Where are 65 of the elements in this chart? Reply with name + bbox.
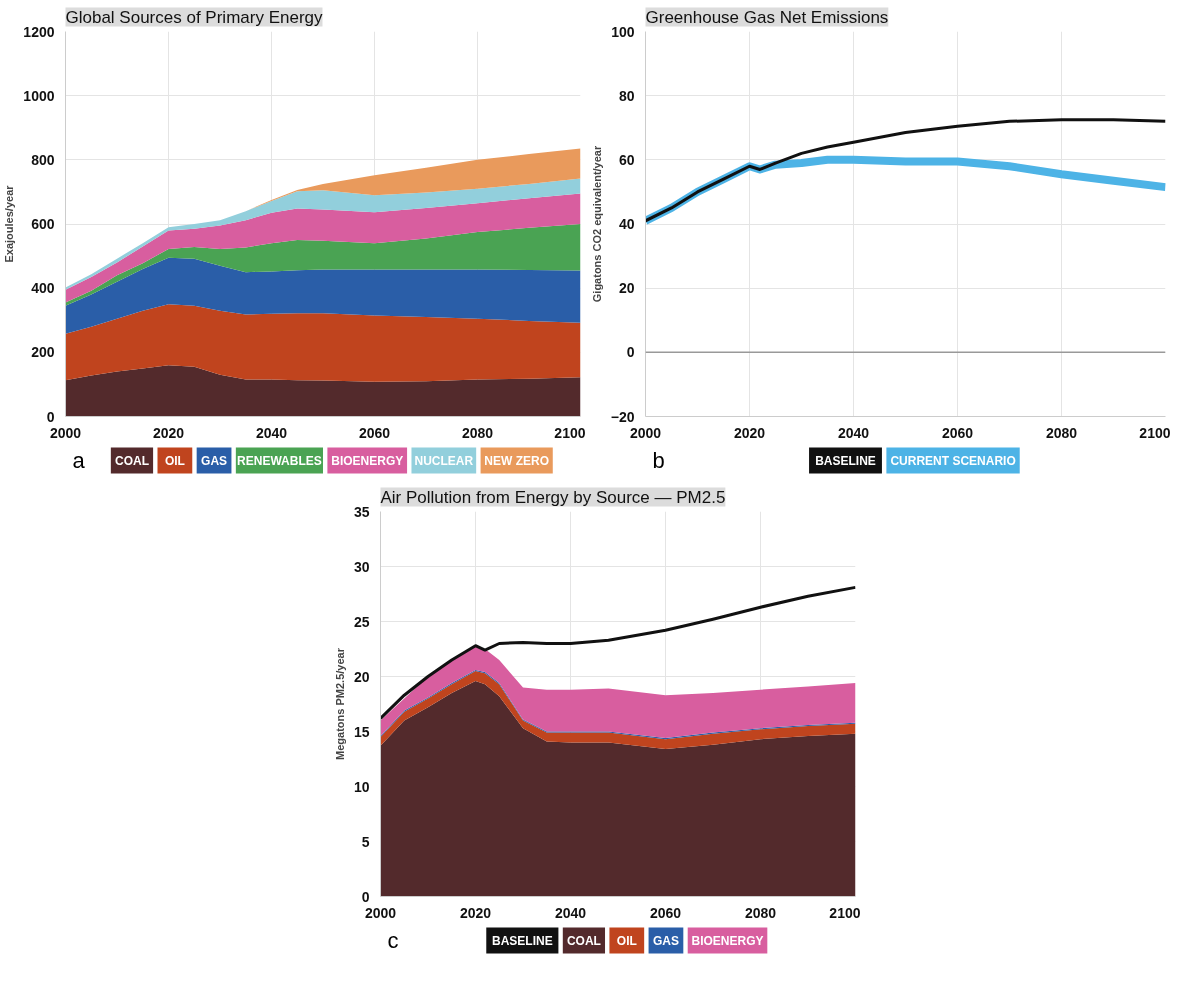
text: RENEWABLES bbox=[237, 453, 322, 468]
y-tick-label: 15 bbox=[353, 723, 370, 740]
x-tick-label: 2040 bbox=[255, 424, 288, 441]
y-tick-label: 0 bbox=[626, 344, 635, 361]
y-tick-label: 25 bbox=[353, 613, 370, 630]
text: BIOENERGY bbox=[331, 453, 404, 468]
y-tick-label: 60 bbox=[618, 151, 635, 168]
x-tick-label: 2000 bbox=[364, 904, 397, 921]
text: c bbox=[387, 928, 399, 953]
y-tick-label: 35 bbox=[353, 503, 370, 520]
x-tick-label: 2060 bbox=[649, 904, 682, 921]
y-axis-title: Megatons PM2.5/year bbox=[333, 647, 346, 760]
x-tick-label: 2060 bbox=[358, 424, 391, 441]
y-tick-label: 200 bbox=[31, 344, 55, 361]
line-series bbox=[380, 585, 856, 720]
text: COAL bbox=[566, 933, 601, 948]
text: b bbox=[652, 448, 665, 473]
text: GAS bbox=[201, 453, 228, 468]
y-tick-label: 600 bbox=[31, 216, 55, 232]
text: CURRENT SCENARIO bbox=[890, 453, 1016, 468]
y-tick-label: 20 bbox=[353, 668, 370, 685]
x-tick-label: 2000 bbox=[49, 424, 82, 441]
x-tick-label: 2040 bbox=[554, 904, 587, 921]
x-tick-label: 2020 bbox=[152, 424, 185, 441]
chart-title: Air Pollution from Energy by Source — PM2.5 bbox=[380, 487, 726, 507]
x-tick-label: 2100 bbox=[829, 904, 861, 921]
y-tick-label: 1000 bbox=[23, 87, 55, 104]
y-tick-label: 400 bbox=[31, 280, 55, 297]
y-tick-label: 10 bbox=[353, 778, 370, 795]
text: BIOENERGY bbox=[691, 933, 764, 948]
text: OIL bbox=[616, 933, 637, 948]
y-tick-label: 1200 bbox=[23, 23, 55, 40]
x-tick-label: 2080 bbox=[461, 424, 494, 441]
y-tick-label: −20 bbox=[610, 408, 635, 425]
y-tick-label: 0 bbox=[46, 408, 55, 425]
x-tick-label: 2100 bbox=[554, 424, 586, 441]
chart-title: Greenhouse Gas Net Emissions bbox=[645, 7, 889, 27]
x-tick-label: 2000 bbox=[629, 424, 662, 441]
x-tick-label: 2080 bbox=[1045, 424, 1078, 441]
y-tick-label: 40 bbox=[618, 216, 635, 232]
text: NUCLEAR bbox=[414, 453, 474, 468]
text: COAL bbox=[114, 453, 149, 468]
x-tick-label: 2020 bbox=[459, 904, 492, 921]
y-axis-title: Gigatons CO2 equivalent/year bbox=[590, 145, 603, 303]
y-tick-label: 20 bbox=[618, 280, 635, 297]
text: a bbox=[72, 448, 86, 473]
y-tick-label: 800 bbox=[31, 151, 55, 168]
text: BASELINE bbox=[492, 933, 553, 948]
x-tick-label: 2040 bbox=[837, 424, 870, 441]
text: GAS bbox=[652, 933, 679, 948]
x-tick-label: 2020 bbox=[733, 424, 766, 441]
text: OIL bbox=[164, 453, 185, 468]
y-axis-title: Exajoules/year bbox=[3, 184, 16, 263]
line-series bbox=[645, 118, 1166, 223]
text: BASELINE bbox=[815, 453, 876, 468]
chart-title: Global Sources of Primary Energy bbox=[65, 7, 323, 27]
text: NEW ZERO bbox=[484, 453, 550, 468]
y-tick-label: 0 bbox=[361, 888, 370, 905]
x-tick-label: 2080 bbox=[744, 904, 777, 921]
y-tick-label: 30 bbox=[353, 558, 370, 575]
x-tick-label: 2060 bbox=[941, 424, 974, 441]
x-tick-label: 2100 bbox=[1139, 424, 1171, 441]
y-tick-label: 5 bbox=[361, 833, 370, 850]
y-tick-label: 80 bbox=[618, 87, 635, 104]
y-tick-label: 100 bbox=[611, 23, 635, 40]
